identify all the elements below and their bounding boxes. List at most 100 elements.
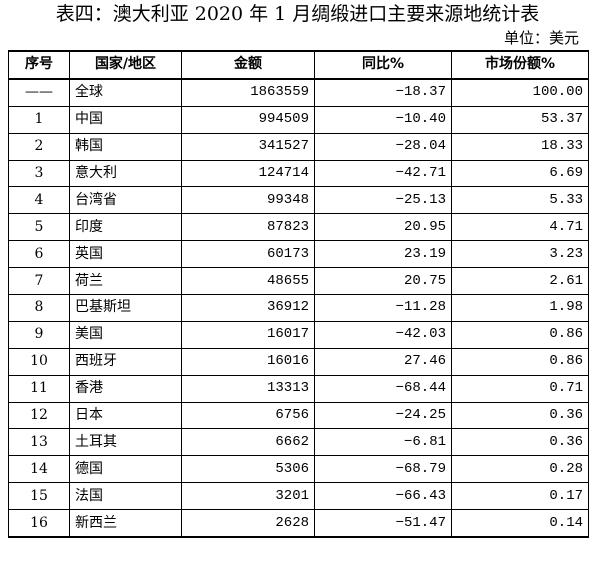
table-row: 1 中国 994509 −10.40 53.37 [8, 105, 589, 134]
table-row: 15 法国 3201 −66.43 0.17 [8, 482, 589, 511]
table-row: 6 英国 60173 23.19 3.23 [8, 240, 589, 269]
cell-seq: 2 [8, 132, 70, 161]
cell-seq: 13 [8, 428, 70, 457]
table-row: 12 日本 6756 −24.25 0.36 [8, 401, 589, 430]
table-row: 3 意大利 124714 −42.71 6.69 [8, 159, 589, 188]
header-seq: 序号 [8, 50, 70, 80]
table-row: 4 台湾省 99348 −25.13 5.33 [8, 186, 589, 215]
cell-yoy: −10.40 [314, 105, 452, 134]
table-row: 16 新西兰 2628 −51.47 0.14 [8, 509, 589, 539]
cell-amount: 6662 [181, 428, 315, 457]
table-row: 8 巴基斯坦 36912 −11.28 1.98 [8, 294, 589, 322]
cell-yoy: −68.79 [314, 455, 452, 484]
cell-region: 西班牙 [69, 347, 182, 376]
cell-yoy: −6.81 [314, 428, 452, 457]
cell-region: 印度 [69, 213, 182, 242]
cell-seq: —— [8, 78, 70, 107]
cell-yoy: 20.95 [314, 213, 452, 242]
cell-region: 荷兰 [69, 267, 182, 296]
cell-amount: 5306 [181, 455, 315, 484]
cell-seq: 14 [8, 455, 70, 484]
cell-seq: 7 [8, 267, 70, 296]
cell-region: 全球 [69, 78, 182, 107]
cell-region: 香港 [69, 374, 182, 403]
cell-share: 4.71 [451, 213, 589, 242]
cell-yoy: −42.71 [314, 159, 452, 188]
cell-amount: 48655 [181, 267, 315, 296]
cell-amount: 87823 [181, 213, 315, 242]
cell-seq: 9 [8, 320, 70, 349]
cell-region: 巴基斯坦 [69, 294, 182, 322]
import-statistics-table: 序号 国家/地区 金额 同比% 市场份额% —— 全球 1863559 −18.37 1… [8, 50, 589, 539]
cell-yoy: −24.25 [314, 401, 452, 430]
cell-share: 100.00 [451, 78, 589, 107]
cell-share: 0.28 [451, 455, 589, 484]
cell-amount: 1863559 [181, 78, 315, 107]
cell-region: 中国 [69, 105, 182, 134]
cell-amount: 3201 [181, 482, 315, 511]
cell-seq: 4 [8, 186, 70, 215]
cell-yoy: 20.75 [314, 267, 452, 296]
cell-region: 英国 [69, 240, 182, 269]
table-row: 5 印度 87823 20.95 4.71 [8, 213, 589, 242]
cell-yoy: −66.43 [314, 482, 452, 511]
header-share: 市场份额% [451, 50, 589, 80]
cell-amount: 99348 [181, 186, 315, 215]
header-amount: 金额 [181, 50, 315, 80]
cell-yoy: −68.44 [314, 374, 452, 403]
cell-share: 5.33 [451, 186, 589, 215]
table-row: 13 土耳其 6662 −6.81 0.36 [8, 428, 589, 457]
cell-region: 日本 [69, 401, 182, 430]
cell-amount: 2628 [181, 509, 315, 539]
cell-seq: 16 [8, 509, 70, 539]
cell-share: 3.23 [451, 240, 589, 269]
cell-share: 0.36 [451, 428, 589, 457]
cell-yoy: 23.19 [314, 240, 452, 269]
cell-region: 韩国 [69, 132, 182, 161]
cell-share: 53.37 [451, 105, 589, 134]
cell-seq: 5 [8, 213, 70, 242]
cell-share: 0.86 [451, 320, 589, 349]
header-region: 国家/地区 [69, 50, 182, 80]
cell-share: 1.98 [451, 294, 589, 322]
cell-amount: 16016 [181, 347, 315, 376]
table-row: 7 荷兰 48655 20.75 2.61 [8, 267, 589, 296]
cell-yoy: −28.04 [314, 132, 452, 161]
table-row: 2 韩国 341527 −28.04 18.33 [8, 132, 589, 161]
cell-yoy: −11.28 [314, 294, 452, 322]
cell-amount: 994509 [181, 105, 315, 134]
cell-region: 台湾省 [69, 186, 182, 215]
cell-amount: 60173 [181, 240, 315, 269]
table-body: —— 全球 1863559 −18.37 100.00 1 中国 994509 −10.40 53… [8, 78, 589, 539]
header-yoy: 同比% [314, 50, 452, 80]
cell-seq: 10 [8, 347, 70, 376]
table-row: 10 西班牙 16016 27.46 0.86 [8, 347, 589, 376]
cell-region: 法国 [69, 482, 182, 511]
cell-amount: 16017 [181, 320, 315, 349]
cell-yoy: −42.03 [314, 320, 452, 349]
cell-amount: 36912 [181, 294, 315, 322]
unit-label: 单位：美元 [503, 29, 579, 47]
cell-region: 美国 [69, 320, 182, 349]
cell-amount: 13313 [181, 374, 315, 403]
cell-yoy: −25.13 [314, 186, 452, 215]
cell-share: 0.86 [451, 347, 589, 376]
cell-seq: 12 [8, 401, 70, 430]
cell-yoy: −51.47 [314, 509, 452, 539]
cell-share: 0.71 [451, 374, 589, 403]
cell-region: 德国 [69, 455, 182, 484]
cell-yoy: −18.37 [314, 78, 452, 107]
cell-seq: 15 [8, 482, 70, 511]
cell-share: 2.61 [451, 267, 589, 296]
cell-seq: 6 [8, 240, 70, 269]
table-title: 表四：澳大利亚 2020 年 1 月绸缎进口主要来源地统计表 [55, 3, 540, 25]
cell-share: 18.33 [451, 132, 589, 161]
table-row: 14 德国 5306 −68.79 0.28 [8, 455, 589, 484]
cell-share: 0.17 [451, 482, 589, 511]
cell-amount: 6756 [181, 401, 315, 430]
cell-region: 新西兰 [69, 509, 182, 539]
cell-yoy: 27.46 [314, 347, 452, 376]
table-row: —— 全球 1863559 −18.37 100.00 [8, 78, 589, 107]
header-row: 序号 国家/地区 金额 同比% 市场份额% [8, 50, 589, 80]
cell-seq: 3 [8, 159, 70, 188]
